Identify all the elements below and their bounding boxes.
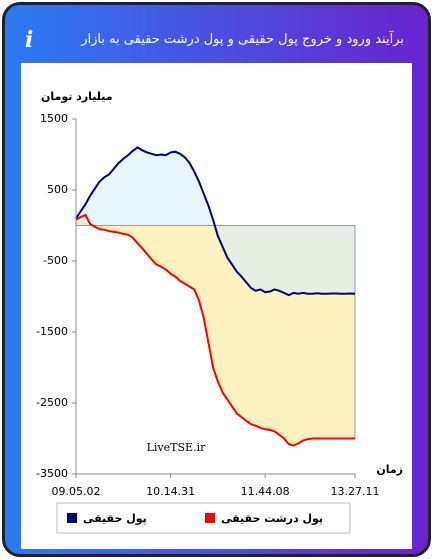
y-tick-label: -3500: [36, 467, 68, 480]
legend-swatch: [67, 513, 77, 523]
y-tick-label: 1500: [40, 112, 68, 125]
header: برآیند ورود و خروج پول حقیقی و پول درشت …: [19, 25, 414, 55]
y-axis-label: میلیارد تومان: [41, 90, 113, 103]
y-tick-label: 500: [47, 183, 68, 196]
x-tick-label: 09.05.02: [52, 485, 101, 498]
title: برآیند ورود و خروج پول حقیقی و پول درشت …: [81, 32, 404, 47]
legend-box: [56, 502, 351, 534]
y-tick-label: -1500: [36, 325, 68, 338]
watermark: LiveTSE.ir: [147, 441, 206, 454]
panel: میلیارد تومان زمان LiveTSE.ir 1500 500 -500 -1…: [21, 63, 412, 549]
line: [75, 146, 356, 297]
x-tick-label: 13.27.11: [331, 485, 380, 498]
y-tick-label: -500: [43, 254, 68, 267]
info-icon[interactable]: i: [25, 27, 34, 53]
legend-label: پول حقیقی: [83, 512, 147, 525]
x-tick-label: 10.14.31: [146, 485, 195, 498]
chart: میلیارد تومان زمان LiveTSE.ir 1500 500 -500 -1…: [36, 90, 403, 534]
y-tick-label: -2500: [36, 396, 68, 409]
line: [75, 213, 355, 447]
x-tick-label: 11.44.08: [241, 485, 290, 498]
legend-label: پول درشت حقیقی: [221, 512, 323, 525]
x-axis-label: زمان: [376, 463, 403, 476]
legend-swatch: [205, 513, 215, 523]
area: [76, 147, 355, 296]
